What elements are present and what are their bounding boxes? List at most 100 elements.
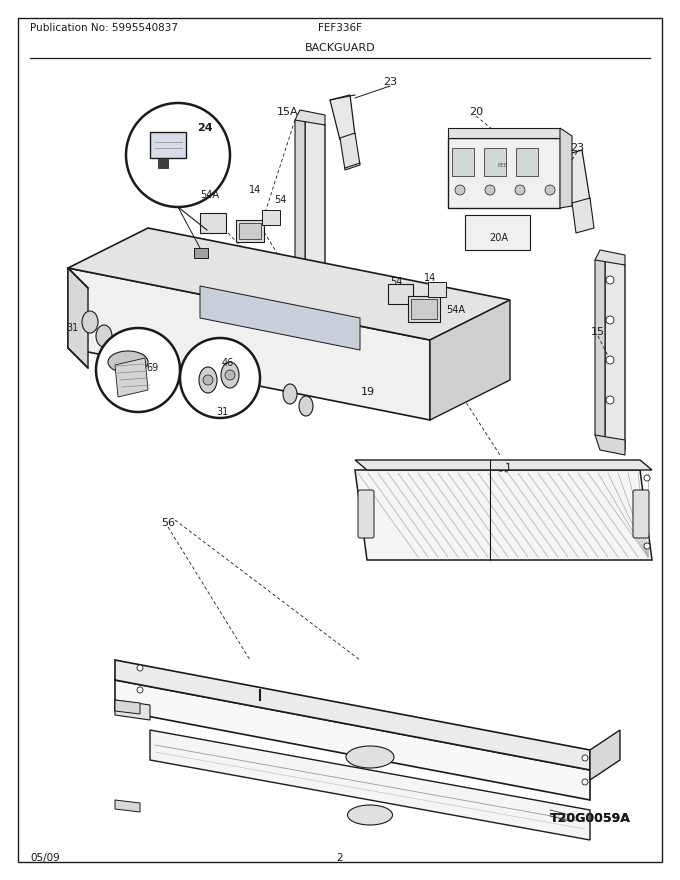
Circle shape — [582, 779, 588, 785]
Ellipse shape — [82, 311, 98, 333]
Circle shape — [225, 370, 235, 380]
Polygon shape — [295, 305, 325, 322]
Text: 14: 14 — [424, 273, 436, 283]
Circle shape — [644, 475, 650, 481]
Ellipse shape — [199, 367, 217, 393]
Text: 1: 1 — [505, 463, 511, 473]
Text: 46: 46 — [222, 358, 234, 368]
Circle shape — [126, 103, 230, 207]
Circle shape — [180, 338, 260, 418]
Text: 15: 15 — [591, 327, 605, 337]
Circle shape — [606, 316, 614, 324]
FancyBboxPatch shape — [358, 490, 374, 538]
Bar — [516, 148, 538, 176]
Text: T20G0059A: T20G0059A — [549, 811, 630, 825]
Polygon shape — [330, 95, 355, 140]
FancyBboxPatch shape — [633, 490, 649, 538]
Polygon shape — [295, 115, 305, 305]
Bar — [194, 248, 208, 258]
Polygon shape — [430, 300, 510, 420]
Circle shape — [515, 185, 525, 195]
Polygon shape — [115, 700, 150, 720]
Bar — [408, 296, 440, 322]
Circle shape — [137, 687, 143, 693]
Text: FEF336F: FEF336F — [318, 23, 362, 33]
Bar — [452, 148, 474, 176]
Text: T20G0059A: T20G0059A — [549, 811, 630, 825]
Polygon shape — [115, 800, 140, 812]
Text: Publication No: 5995540837: Publication No: 5995540837 — [30, 23, 178, 33]
Bar — [158, 158, 168, 168]
Circle shape — [203, 375, 213, 385]
Circle shape — [137, 665, 143, 671]
Text: 31: 31 — [216, 407, 228, 417]
Polygon shape — [595, 250, 625, 265]
Bar — [411, 299, 437, 319]
Text: 54A: 54A — [201, 190, 220, 200]
Text: 54A: 54A — [447, 305, 466, 315]
Polygon shape — [448, 138, 560, 208]
Polygon shape — [595, 255, 605, 440]
Polygon shape — [448, 128, 560, 138]
Text: 2: 2 — [337, 853, 343, 863]
Polygon shape — [340, 133, 360, 170]
Polygon shape — [68, 228, 510, 340]
Polygon shape — [115, 700, 140, 714]
Polygon shape — [565, 150, 590, 205]
Circle shape — [485, 185, 495, 195]
Polygon shape — [115, 660, 590, 770]
Circle shape — [606, 396, 614, 404]
Polygon shape — [355, 470, 652, 560]
Polygon shape — [605, 255, 625, 450]
Circle shape — [455, 185, 465, 195]
Polygon shape — [355, 460, 652, 470]
Text: 20A: 20A — [490, 233, 509, 243]
Polygon shape — [305, 115, 325, 310]
Bar — [262, 210, 280, 225]
Polygon shape — [560, 128, 572, 208]
Text: EEE: EEE — [498, 163, 508, 167]
Polygon shape — [68, 268, 430, 420]
Polygon shape — [150, 730, 590, 840]
Bar — [200, 213, 226, 233]
Text: 20: 20 — [469, 107, 483, 117]
Circle shape — [644, 543, 650, 549]
Text: 19: 19 — [361, 387, 375, 397]
Polygon shape — [115, 358, 148, 397]
Polygon shape — [200, 286, 360, 350]
Polygon shape — [115, 680, 590, 800]
Bar — [484, 148, 506, 176]
Text: 54: 54 — [390, 277, 402, 287]
Text: 23: 23 — [383, 77, 397, 87]
Ellipse shape — [108, 351, 148, 373]
Bar — [428, 282, 446, 297]
Text: 14: 14 — [249, 185, 261, 195]
Text: 23: 23 — [570, 143, 584, 153]
Ellipse shape — [283, 384, 297, 404]
Bar — [239, 223, 261, 239]
Polygon shape — [572, 198, 594, 233]
Polygon shape — [590, 730, 620, 780]
Text: 31: 31 — [66, 323, 78, 333]
Ellipse shape — [221, 362, 239, 388]
Ellipse shape — [346, 746, 394, 768]
Ellipse shape — [96, 325, 112, 347]
Ellipse shape — [347, 805, 392, 825]
Text: BACKGUARD: BACKGUARD — [305, 43, 375, 53]
Polygon shape — [68, 268, 88, 368]
Bar — [388, 284, 413, 304]
Text: 69: 69 — [146, 363, 158, 373]
Circle shape — [606, 356, 614, 364]
Ellipse shape — [299, 396, 313, 416]
Text: 15A: 15A — [277, 107, 299, 117]
Bar — [236, 220, 264, 242]
Polygon shape — [295, 110, 325, 125]
Circle shape — [545, 185, 555, 195]
Polygon shape — [595, 435, 625, 455]
Circle shape — [582, 755, 588, 761]
Polygon shape — [465, 215, 530, 250]
Bar — [150, 132, 186, 158]
Circle shape — [606, 276, 614, 284]
Text: 24: 24 — [197, 123, 213, 133]
Text: 54: 54 — [274, 195, 286, 205]
